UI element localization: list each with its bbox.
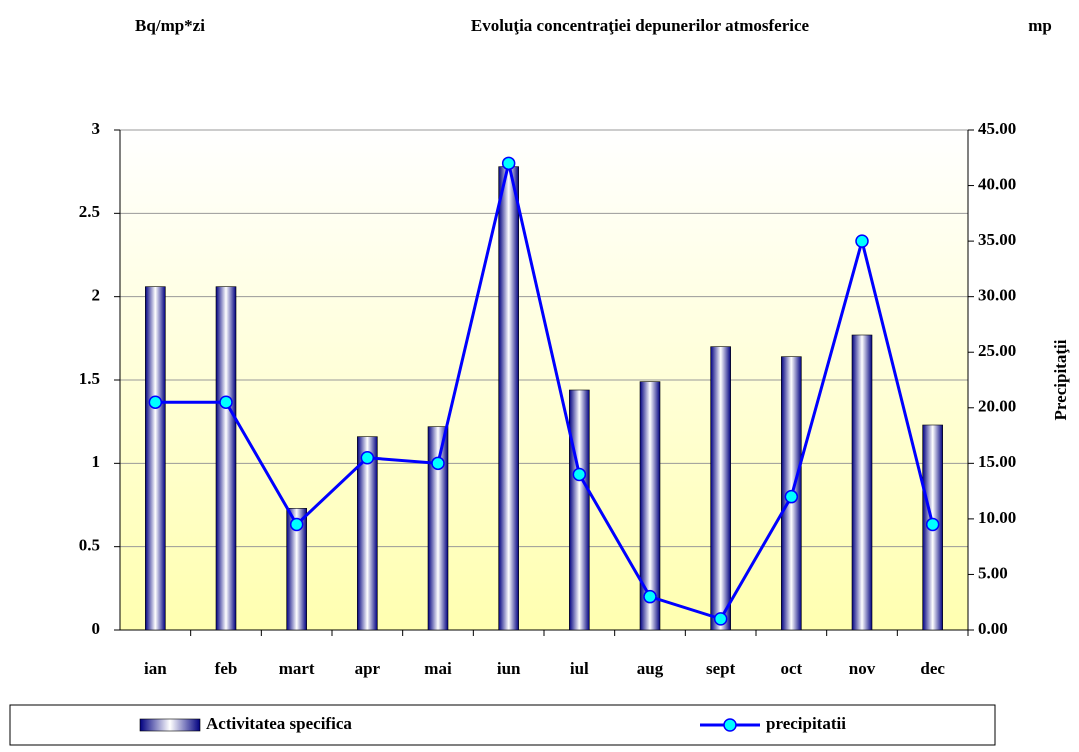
- marker: [360, 451, 375, 465]
- y2-tick-label: 30.00: [978, 286, 1016, 305]
- x-tick-label: apr: [355, 659, 381, 678]
- x-tick-label: aug: [637, 659, 664, 678]
- x-tick-label: nov: [849, 659, 876, 678]
- marker: [784, 489, 799, 504]
- bar: [215, 286, 237, 631]
- marker: [289, 517, 304, 532]
- y2-tick-label: 25.00: [978, 341, 1016, 360]
- legend-swatch: [139, 718, 201, 732]
- bar: [498, 166, 519, 631]
- x-tick-label: mai: [424, 659, 452, 678]
- bar: [639, 381, 661, 631]
- bar: [427, 426, 449, 631]
- legend-marker: [723, 718, 737, 732]
- y-tick-label: 2.5: [79, 202, 100, 221]
- y2-tick-label: 40.00: [978, 174, 1016, 193]
- y2-tick-label: 0.00: [978, 619, 1008, 638]
- y-axis-title: Bq/mp*zi: [135, 16, 205, 35]
- x-tick-label: oct: [780, 659, 802, 678]
- y-tick-label: 0.5: [79, 536, 100, 555]
- chart-title: Evoluţia concentraţiei depunerilor atmos…: [471, 16, 810, 35]
- y2-tick-label: 45.00: [978, 119, 1016, 138]
- y-tick-label: 0: [92, 619, 101, 638]
- marker: [431, 456, 445, 471]
- bar: [357, 436, 378, 631]
- x-tick-label: ian: [144, 659, 167, 678]
- y2-axis-title: Precipitaţii: [1051, 339, 1070, 420]
- y2-tick-label: 15.00: [978, 452, 1016, 471]
- bar: [569, 389, 590, 631]
- x-tick-label: iun: [497, 659, 521, 678]
- y2-unit: mp: [1028, 16, 1052, 35]
- bar: [145, 286, 166, 631]
- bar: [286, 508, 307, 631]
- x-tick-label: mart: [279, 659, 315, 678]
- bar: [710, 346, 731, 631]
- marker: [713, 612, 728, 626]
- marker: [643, 589, 657, 604]
- bar: [851, 334, 873, 631]
- x-tick-label: sept: [706, 659, 736, 678]
- marker: [572, 467, 587, 482]
- x-tick-label: iul: [570, 659, 589, 678]
- y2-tick-label: 20.00: [978, 397, 1016, 416]
- x-tick-label: dec: [920, 659, 945, 678]
- x-tick-label: feb: [215, 659, 238, 678]
- marker: [855, 234, 869, 248]
- marker: [501, 156, 516, 171]
- marker: [925, 517, 940, 532]
- line: [155, 162, 935, 621]
- y2-tick-label: 35.00: [978, 230, 1016, 249]
- y-tick-label: 2: [92, 286, 101, 305]
- legend-label: precipitatii: [766, 714, 846, 733]
- y2-tick-label: 10.00: [978, 508, 1016, 527]
- y-tick-label: 3: [92, 119, 101, 138]
- marker: [219, 395, 233, 409]
- marker: [148, 395, 163, 409]
- y-tick-label: 1: [92, 452, 101, 471]
- y2-tick-label: 5.00: [978, 563, 1008, 582]
- legend-label: Activitatea specifica: [206, 714, 352, 733]
- y-tick-label: 1.5: [79, 369, 100, 388]
